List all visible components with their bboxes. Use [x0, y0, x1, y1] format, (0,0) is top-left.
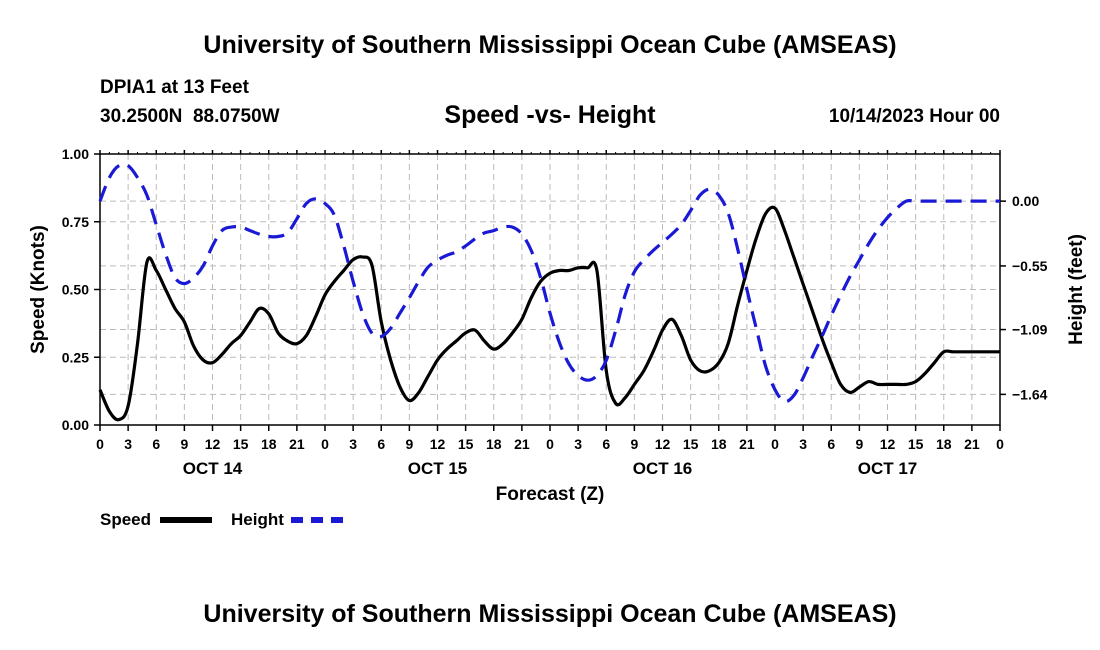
y-left-axis-title: Speed (Knots) [28, 225, 49, 354]
x-tick-label: 0 [96, 436, 104, 452]
y-left-tick-label: 0.50 [62, 282, 89, 298]
plot-frame [99, 153, 1001, 426]
x-tick-label: 0 [546, 436, 554, 452]
x-tick-label: 0 [996, 436, 1004, 452]
legend-height-swatch [291, 517, 343, 523]
height-series-line [98, 162, 1000, 404]
x-tick-label: 12 [430, 436, 446, 452]
y-left-tick-label: 1.00 [62, 146, 89, 162]
y-left-tick-label: 0.00 [62, 417, 89, 433]
x-tick-label: 3 [124, 436, 132, 452]
x-tick-label: 6 [827, 436, 835, 452]
y-left-tick-label: 0.25 [62, 349, 89, 365]
x-tick-label: 18 [936, 436, 952, 452]
x-tick-label: 15 [458, 436, 474, 452]
legend-height-label: Height [231, 510, 284, 529]
x-tick-label: 21 [289, 436, 305, 452]
y-right-tick-label: −0.55 [1012, 258, 1048, 274]
x-tick-label: 0 [321, 436, 329, 452]
x-tick-label: 15 [683, 436, 699, 452]
x-tick-label: 6 [152, 436, 160, 452]
x-tick-label: 9 [855, 436, 863, 452]
x-tick-label: 12 [205, 436, 221, 452]
x-tick-label: 3 [349, 436, 357, 452]
chart-subtitle: Speed -vs- Height [444, 101, 656, 129]
x-tick-label: 6 [602, 436, 610, 452]
day-label: OCT 17 [858, 459, 918, 478]
y-right-tick-label: 0.00 [1012, 193, 1039, 209]
x-tick-label: 18 [711, 436, 727, 452]
x-tick-label: 18 [261, 436, 277, 452]
day-label: OCT 14 [183, 459, 243, 478]
x-tick-label: 3 [799, 436, 807, 452]
station-label: DPIA1 at 13 Feet [100, 77, 249, 98]
y-right-axis-title: Height (feet) [1066, 234, 1087, 345]
x-axis-title: Forecast (Z) [496, 484, 605, 505]
legend-speed-swatch [160, 517, 212, 523]
day-label: OCT 16 [633, 459, 693, 478]
y-right-tick-label: −1.09 [1012, 322, 1048, 338]
x-tick-label: 9 [630, 436, 638, 452]
day-label: OCT 15 [408, 459, 468, 478]
x-tick-label: 3 [574, 436, 582, 452]
x-tick-label: 9 [405, 436, 413, 452]
x-tick-label: 12 [880, 436, 896, 452]
x-tick-label: 0 [771, 436, 779, 452]
station-coordinates: 30.2500N 88.0750W [100, 106, 280, 127]
x-tick-label: 9 [180, 436, 188, 452]
x-tick-label: 21 [964, 436, 980, 452]
footer-title: University of Southern Mississippi Ocean… [203, 600, 897, 628]
legend-speed-label: Speed [100, 510, 152, 529]
x-tick-label: 18 [486, 436, 502, 452]
x-tick-label: 15 [908, 436, 924, 452]
x-tick-label: 15 [233, 436, 249, 452]
y-right-tick-label: −1.64 [1012, 386, 1048, 402]
y-left-tick-label: 0.75 [62, 214, 89, 230]
speed-series-line [98, 205, 1000, 422]
x-tick-label: 21 [739, 436, 755, 452]
forecast-datetime: 10/14/2023 Hour 00 [828, 106, 1000, 127]
x-tick-label: 21 [514, 436, 530, 452]
x-tick-label: 12 [655, 436, 671, 452]
chart-title: University of Southern Mississippi Ocean… [203, 31, 897, 59]
x-tick-label: 6 [377, 436, 385, 452]
